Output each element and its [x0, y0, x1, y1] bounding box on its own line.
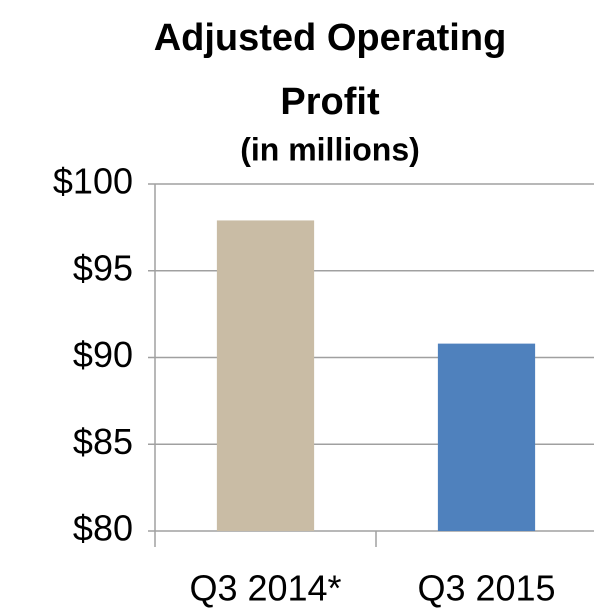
x-tick-label: Q3 2015: [417, 568, 555, 609]
chart-subtitle: (in millions): [240, 131, 420, 167]
y-tick-label: $100: [53, 161, 133, 202]
y-tick-label: $80: [73, 508, 133, 549]
chart-title: Adjusted Operating Profit: [153, 17, 507, 123]
bar: [216, 220, 315, 531]
y-tick-label: $85: [73, 421, 133, 462]
x-tick-label: Q3 2014*: [189, 568, 341, 609]
bar: [437, 343, 536, 531]
y-tick-label: $90: [73, 334, 133, 375]
y-tick-label: $95: [73, 247, 133, 288]
